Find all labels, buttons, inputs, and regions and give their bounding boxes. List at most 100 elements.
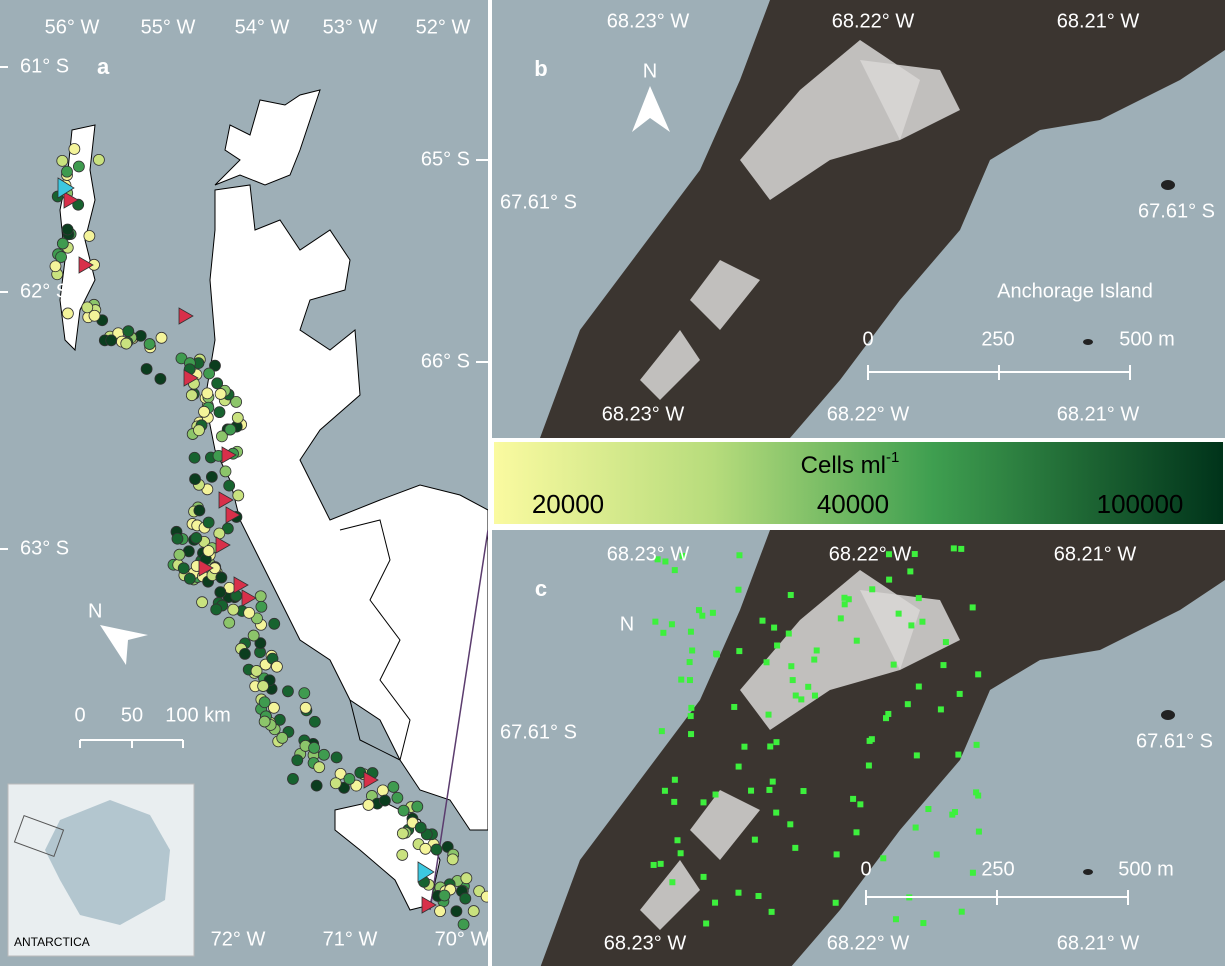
detection-pixel	[853, 829, 860, 836]
detection-pixel	[735, 889, 742, 896]
sample-point	[134, 329, 147, 342]
sample-point	[250, 665, 263, 677]
sample-point	[376, 784, 389, 797]
detection-pixel	[661, 787, 668, 794]
sample-point	[223, 479, 236, 492]
sample-point	[276, 732, 289, 744]
detection-pixel	[669, 879, 676, 886]
sample-point	[459, 892, 472, 905]
detection-pixel	[885, 551, 892, 558]
sample-point	[214, 388, 227, 400]
scale-label: 0	[862, 328, 873, 350]
triangle-marker	[233, 576, 249, 594]
sample-point	[56, 237, 69, 250]
detection-pixel	[800, 788, 807, 795]
detection-pixel	[671, 776, 678, 783]
sample-point	[308, 715, 321, 728]
detection-pixel	[686, 659, 693, 666]
snow	[640, 860, 700, 930]
sample-point	[268, 701, 280, 714]
sample-point	[379, 794, 391, 807]
lat-label: 67.61° S	[1138, 200, 1215, 222]
lon-label: 68.21° W	[1057, 403, 1140, 425]
place-label: Anchorage Island	[997, 280, 1153, 302]
sample-point	[122, 325, 135, 338]
sample-point	[198, 405, 210, 418]
sample-point	[223, 616, 236, 629]
detection-pixel	[973, 789, 980, 796]
lat-label: 61° S	[20, 55, 69, 77]
scale-label: 250	[981, 858, 1014, 880]
lat-label: 62° S	[20, 280, 69, 302]
detection-pixel	[811, 656, 818, 663]
sample-point	[55, 251, 67, 263]
detection-pixel	[668, 621, 675, 628]
detection-pixel	[765, 711, 772, 718]
sample-point	[396, 827, 409, 840]
scale-label: 0	[860, 858, 871, 880]
lon-label: 54° W	[235, 16, 290, 38]
detection-pixel	[785, 630, 792, 637]
colorbar-tick-label: 20000	[532, 489, 604, 519]
colorbar-tick-label: 40000	[817, 489, 889, 519]
triangle-marker	[225, 506, 241, 524]
detection-pixel	[787, 821, 794, 828]
rock	[1161, 180, 1175, 190]
detection-pixel	[904, 701, 911, 708]
sample-point	[120, 337, 133, 350]
lon-label: 68.22° W	[827, 403, 910, 425]
sample-point	[171, 532, 184, 545]
detection-pixel	[654, 556, 661, 563]
sample-point	[334, 767, 347, 780]
triangle-marker	[78, 256, 94, 274]
sample-point	[211, 377, 224, 390]
detection-pixel	[660, 629, 667, 636]
detection-pixel	[650, 861, 657, 868]
lon-label: 56° W	[45, 16, 100, 38]
sample-point	[247, 629, 260, 642]
detection-pixel	[688, 704, 695, 711]
sample-point	[193, 424, 205, 437]
detection-pixel	[751, 836, 758, 843]
scale-label: 0	[74, 704, 85, 726]
island-land	[540, 0, 1225, 438]
detection-pixel	[937, 706, 944, 713]
detection-pixel	[657, 860, 664, 867]
sample-point	[362, 799, 375, 811]
detection-pixel	[792, 844, 799, 851]
detection-pixel	[687, 628, 694, 635]
detection-pixel	[788, 663, 795, 670]
detection-pixel	[975, 792, 982, 799]
sample-point	[140, 363, 153, 375]
detection-pixel	[841, 594, 848, 601]
detection-pixel	[771, 624, 778, 631]
detection-pixel	[748, 787, 755, 794]
triangle-marker	[198, 559, 214, 577]
detection-pixel	[940, 662, 947, 669]
detection-pixel	[658, 728, 665, 735]
coastline	[339, 519, 411, 761]
detection-pixel	[805, 683, 812, 690]
detection-pixel	[845, 596, 852, 603]
detection-pixel	[920, 920, 927, 927]
sample-point	[397, 804, 410, 817]
snow	[690, 260, 760, 330]
detection-pixel	[942, 639, 949, 646]
north-label: N	[643, 60, 657, 82]
sample-point	[257, 680, 270, 692]
detection-pixel	[833, 851, 840, 858]
sample-point	[56, 154, 69, 167]
detection-pixel	[892, 916, 899, 923]
detection-pixel	[763, 659, 770, 666]
detection-pixel	[679, 552, 686, 559]
detection-pixel	[695, 607, 702, 614]
sample-point	[203, 367, 216, 380]
scale-label: 100 km	[165, 704, 231, 726]
detection-pixel	[789, 677, 796, 684]
scale-label: 500 m	[1119, 328, 1175, 350]
sample-point	[450, 905, 463, 918]
detection-pixel	[853, 637, 860, 644]
detection-pixel	[736, 648, 743, 655]
sample-point	[460, 872, 473, 885]
colorbar	[494, 442, 1223, 524]
